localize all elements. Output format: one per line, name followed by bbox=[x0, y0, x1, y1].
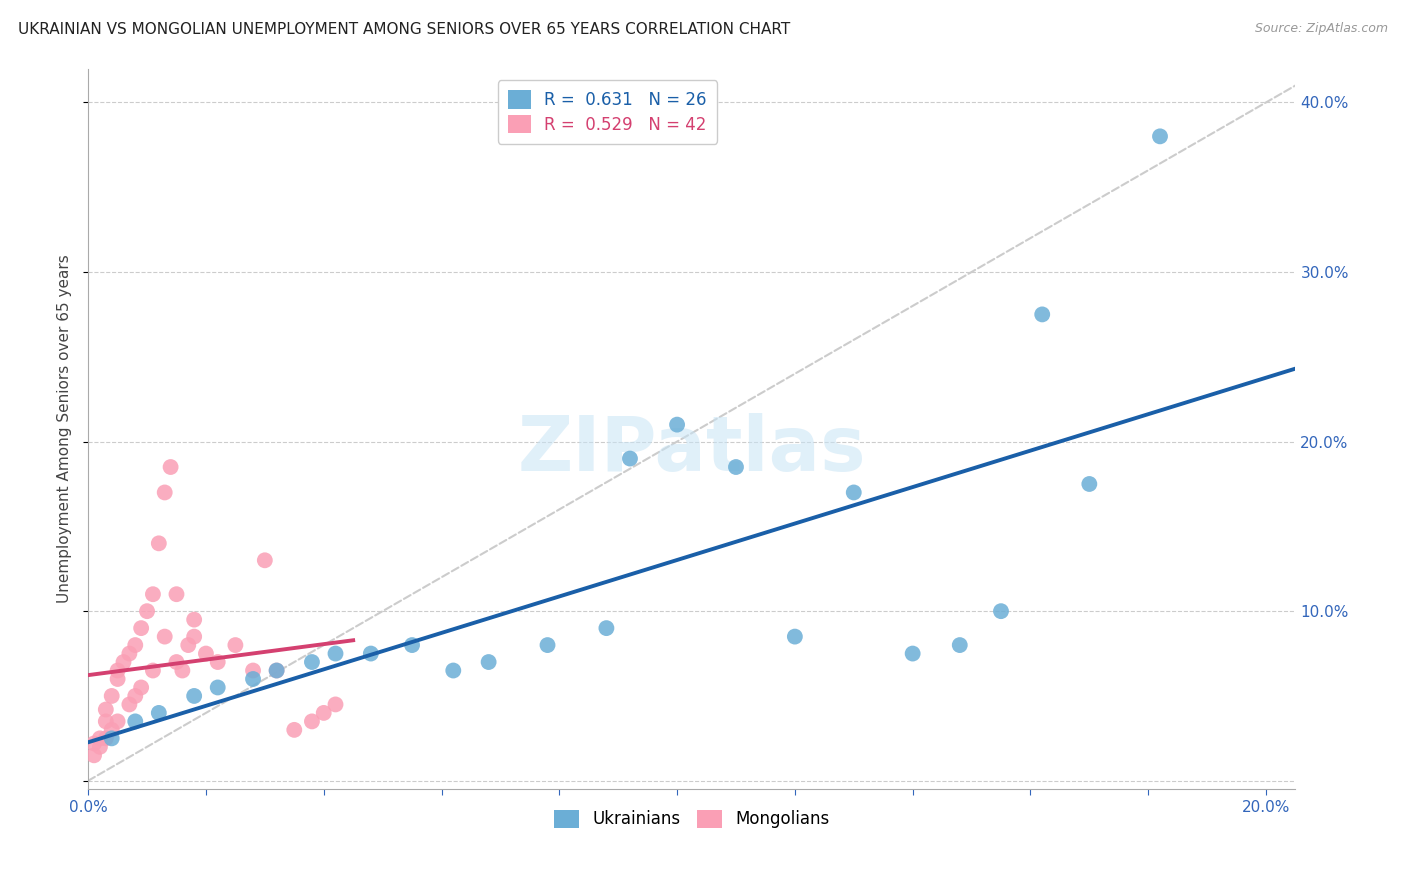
Point bbox=[266, 664, 288, 678]
Point bbox=[595, 621, 617, 635]
Point bbox=[118, 698, 141, 712]
Point bbox=[619, 451, 641, 466]
Point bbox=[1149, 129, 1171, 144]
Point bbox=[153, 630, 176, 644]
Point bbox=[142, 664, 165, 678]
Point bbox=[172, 664, 194, 678]
Point bbox=[1078, 477, 1101, 491]
Point bbox=[166, 655, 188, 669]
Point bbox=[166, 587, 188, 601]
Point bbox=[124, 714, 146, 729]
Point bbox=[242, 672, 264, 686]
Point bbox=[124, 689, 146, 703]
Point bbox=[153, 485, 176, 500]
Point bbox=[100, 689, 122, 703]
Point bbox=[148, 706, 170, 720]
Point bbox=[107, 714, 129, 729]
Point bbox=[266, 664, 288, 678]
Point bbox=[783, 630, 806, 644]
Point bbox=[100, 723, 122, 737]
Point bbox=[301, 655, 323, 669]
Point bbox=[107, 664, 129, 678]
Point bbox=[124, 638, 146, 652]
Point bbox=[83, 736, 105, 750]
Point bbox=[325, 647, 347, 661]
Point bbox=[312, 706, 335, 720]
Point bbox=[194, 647, 217, 661]
Point bbox=[441, 664, 464, 678]
Point bbox=[1031, 307, 1053, 321]
Point bbox=[242, 664, 264, 678]
Point bbox=[207, 681, 229, 695]
Y-axis label: Unemployment Among Seniors over 65 years: Unemployment Among Seniors over 65 years bbox=[58, 254, 72, 603]
Point bbox=[478, 655, 501, 669]
Point bbox=[183, 630, 205, 644]
Point bbox=[94, 714, 117, 729]
Point bbox=[94, 731, 117, 746]
Point bbox=[283, 723, 305, 737]
Point bbox=[83, 748, 105, 763]
Point bbox=[142, 587, 165, 601]
Text: Source: ZipAtlas.com: Source: ZipAtlas.com bbox=[1254, 22, 1388, 36]
Point bbox=[107, 672, 129, 686]
Point bbox=[177, 638, 200, 652]
Point bbox=[536, 638, 558, 652]
Point bbox=[94, 702, 117, 716]
Point bbox=[89, 739, 111, 754]
Point bbox=[129, 621, 152, 635]
Point bbox=[159, 460, 181, 475]
Point bbox=[360, 647, 382, 661]
Point bbox=[949, 638, 972, 652]
Text: ZIPatlas: ZIPatlas bbox=[517, 414, 866, 488]
Point bbox=[183, 689, 205, 703]
Point bbox=[990, 604, 1012, 618]
Point bbox=[136, 604, 159, 618]
Point bbox=[724, 460, 747, 475]
Point bbox=[100, 731, 122, 746]
Point bbox=[224, 638, 246, 652]
Point bbox=[901, 647, 924, 661]
Point bbox=[401, 638, 423, 652]
Point bbox=[112, 655, 135, 669]
Point bbox=[301, 714, 323, 729]
Point bbox=[325, 698, 347, 712]
Legend: Ukrainians, Mongolians: Ukrainians, Mongolians bbox=[547, 803, 837, 835]
Point bbox=[253, 553, 276, 567]
Text: UKRAINIAN VS MONGOLIAN UNEMPLOYMENT AMONG SENIORS OVER 65 YEARS CORRELATION CHAR: UKRAINIAN VS MONGOLIAN UNEMPLOYMENT AMON… bbox=[18, 22, 790, 37]
Point bbox=[842, 485, 865, 500]
Point bbox=[148, 536, 170, 550]
Point bbox=[183, 613, 205, 627]
Point bbox=[207, 655, 229, 669]
Point bbox=[666, 417, 689, 432]
Point bbox=[118, 647, 141, 661]
Point bbox=[129, 681, 152, 695]
Point bbox=[89, 731, 111, 746]
